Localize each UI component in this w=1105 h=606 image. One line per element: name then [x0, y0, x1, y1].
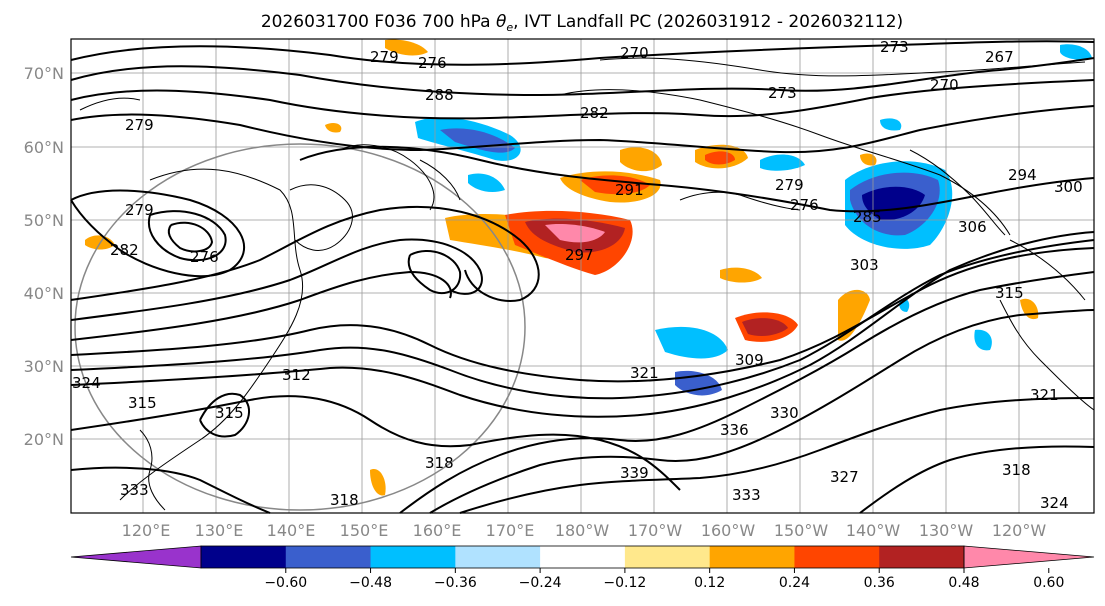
latitude-labels: 70°N 60°N 50°N 40°N 30°N 20°N — [24, 64, 64, 449]
colorbar-tick-label: 0.48 — [948, 575, 979, 591]
svg-text:318: 318 — [425, 454, 454, 472]
longitude-labels: 120°E 130°E 140°E 150°E 160°E 170°E 180°… — [122, 521, 1047, 540]
svg-text:315: 315 — [995, 284, 1024, 302]
svg-text:30°N: 30°N — [24, 357, 64, 376]
svg-text:327: 327 — [830, 468, 859, 486]
svg-text:273: 273 — [768, 84, 797, 102]
colorbar-segment — [624, 546, 711, 568]
colorbar-tick-label: 0.24 — [779, 575, 810, 591]
svg-text:150°E: 150°E — [340, 521, 389, 540]
svg-text:315: 315 — [128, 394, 157, 412]
contour-labels: 270 273 279 276 279 288 282 267 270 273 … — [72, 38, 1083, 512]
colorbar-segment — [455, 546, 541, 568]
svg-text:130°E: 130°E — [195, 521, 244, 540]
colorbar-tick-label: 0.12 — [694, 575, 725, 591]
svg-text:297: 297 — [565, 246, 594, 264]
svg-text:309: 309 — [735, 351, 764, 369]
theta-e-contours — [70, 40, 1095, 514]
svg-text:180°W: 180°W — [555, 521, 610, 540]
svg-text:324: 324 — [1040, 494, 1069, 512]
colorbar-tick-label: −0.24 — [519, 575, 562, 591]
svg-text:303: 303 — [850, 256, 879, 274]
colorbar-segment — [879, 546, 965, 568]
svg-text:50°N: 50°N — [24, 211, 64, 230]
svg-text:333: 333 — [120, 481, 149, 499]
figure-title: 2026031700 F036 700 hPa θe, IVT Landfall… — [261, 12, 903, 34]
svg-text:120°W: 120°W — [992, 521, 1047, 540]
svg-text:288: 288 — [425, 86, 454, 104]
svg-text:130°W: 130°W — [919, 521, 974, 540]
svg-text:282: 282 — [110, 241, 139, 259]
svg-text:306: 306 — [958, 218, 987, 236]
colorbar-tick-label: −0.36 — [434, 575, 477, 591]
svg-text:276: 276 — [418, 54, 447, 72]
svg-text:282: 282 — [580, 104, 609, 122]
svg-text:300: 300 — [1054, 178, 1083, 196]
svg-text:20°N: 20°N — [24, 430, 64, 449]
colorbar-extend-high — [963, 545, 1095, 569]
colorbar-tick-label: 0.60 — [1033, 575, 1064, 591]
svg-text:330: 330 — [770, 404, 799, 422]
colorbar-tick-label: 0.36 — [864, 575, 895, 591]
svg-text:150°W: 150°W — [774, 521, 829, 540]
svg-text:321: 321 — [630, 364, 659, 382]
svg-text:270: 270 — [620, 44, 649, 62]
svg-text:40°N: 40°N — [24, 284, 64, 303]
svg-text:318: 318 — [330, 491, 359, 509]
svg-text:120°E: 120°E — [122, 521, 171, 540]
svg-text:315: 315 — [215, 404, 244, 422]
map-border — [70, 38, 1095, 514]
svg-text:285: 285 — [853, 208, 882, 226]
svg-text:276: 276 — [790, 196, 819, 214]
svg-text:70°N: 70°N — [24, 64, 64, 83]
colorbar-outline — [200, 545, 965, 569]
colorbar-segment — [201, 546, 287, 568]
colorbar-segment — [370, 546, 456, 568]
svg-text:279: 279 — [125, 201, 154, 219]
svg-text:312: 312 — [282, 366, 311, 384]
svg-text:267: 267 — [985, 48, 1014, 66]
colorbar-tick-label: −0.48 — [349, 575, 392, 591]
colorbar-segment — [540, 546, 626, 568]
svg-text:321: 321 — [1030, 386, 1059, 404]
region-circle — [74, 143, 526, 511]
colorbar-extend-low — [70, 545, 202, 569]
svg-text:279: 279 — [370, 48, 399, 66]
svg-text:333: 333 — [732, 486, 761, 504]
svg-text:294: 294 — [1008, 166, 1037, 184]
svg-text:276: 276 — [190, 248, 219, 266]
map-panel: 270 273 279 276 279 288 282 267 270 273 … — [70, 38, 1095, 514]
colorbar-segment — [285, 546, 372, 568]
colorbar-segment — [709, 546, 795, 568]
colorbar-tick-label: −0.12 — [603, 575, 646, 591]
svg-text:339: 339 — [620, 464, 649, 482]
svg-text:140°E: 140°E — [267, 521, 316, 540]
svg-text:279: 279 — [775, 176, 804, 194]
colorbar-segment — [794, 546, 880, 568]
svg-text:279: 279 — [125, 116, 154, 134]
svg-text:291: 291 — [615, 181, 644, 199]
svg-text:336: 336 — [720, 421, 749, 439]
svg-text:273: 273 — [880, 38, 909, 56]
svg-text:170°W: 170°W — [628, 521, 683, 540]
svg-text:170°E: 170°E — [486, 521, 535, 540]
svg-text:160°W: 160°W — [701, 521, 756, 540]
svg-text:318: 318 — [1002, 461, 1031, 479]
colorbar-tick-label: −0.60 — [264, 575, 307, 591]
svg-text:60°N: 60°N — [24, 138, 64, 157]
colorbar: −0.60 −0.48 −0.36 −0.24 −0.12 0.12 0.24 0.36 0.4… — [70, 545, 1095, 591]
svg-text:140°W: 140°W — [846, 521, 901, 540]
svg-text:160°E: 160°E — [413, 521, 462, 540]
svg-text:270: 270 — [930, 76, 959, 94]
svg-text:324: 324 — [72, 374, 101, 392]
